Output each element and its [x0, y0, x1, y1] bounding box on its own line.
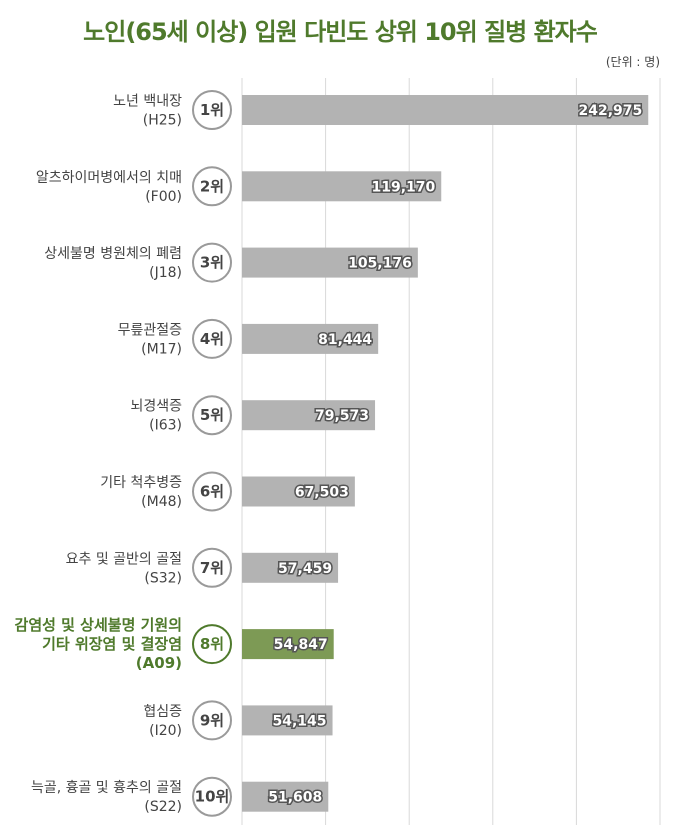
category-label: 기타 위장염 및 결장염: [42, 635, 182, 653]
rank-label: 9위: [200, 711, 224, 729]
bar: [242, 476, 355, 507]
category-label: 요추 및 골반의 골절: [66, 551, 182, 567]
category-label: 상세불명 병원체의 폐렴: [44, 246, 182, 262]
chart-title: 노인(65세 이상) 입원 다빈도 상위 10위 질병 환자수: [83, 18, 598, 46]
rank-label: 5위: [200, 406, 224, 424]
value-label: 57,459: [278, 561, 332, 577]
category-code: (J18): [149, 265, 182, 281]
category-code: (F00): [145, 189, 182, 205]
unit-note: (단위 : 명): [605, 55, 660, 69]
bar: [242, 552, 339, 583]
rank-label: 3위: [200, 254, 224, 272]
category-code: (S22): [144, 799, 182, 815]
rank-badge: [192, 395, 232, 436]
bar: [242, 323, 379, 354]
rank-label: 4위: [200, 330, 224, 348]
rank-badge: [192, 471, 232, 512]
bar: [242, 400, 376, 431]
bar: [242, 171, 442, 202]
bar: [242, 705, 333, 736]
rank-label: 6위: [200, 483, 224, 501]
category-label: 감염성 및 상세불명 기원의: [15, 616, 182, 634]
category-label: 무릎관절증: [118, 322, 183, 338]
rank-badge: [192, 776, 232, 817]
value-label: 51,608: [268, 790, 322, 806]
value-label: 67,503: [295, 485, 349, 501]
value-label: 79,573: [315, 408, 369, 424]
rank-label: 1위: [200, 101, 224, 119]
category-label: 알츠하이머병에서의 치매: [36, 170, 182, 186]
rank-label: 2위: [200, 177, 224, 195]
category-label: 협심증: [143, 704, 182, 720]
rank-badge: [192, 700, 232, 741]
category-code: (S32): [144, 570, 182, 586]
category-code: (I63): [149, 418, 182, 434]
value-label: 119,170: [371, 179, 435, 195]
rank-badge: [192, 318, 232, 359]
category-label: 뇌경색증: [130, 399, 182, 415]
category-label: 기타 척추병증: [100, 475, 182, 491]
rank-label: 10위: [195, 788, 230, 806]
rank-label: 7위: [200, 559, 224, 577]
rank-badge: [192, 547, 232, 588]
category-label: 늑골, 흉골 및 흉추의 골절: [31, 780, 182, 796]
rank-badge: [192, 166, 232, 207]
bar: [242, 629, 334, 660]
category-code: (M17): [141, 341, 182, 357]
value-label: 54,847: [274, 637, 328, 653]
value-label: 81,444: [318, 332, 372, 348]
bar: [242, 781, 329, 812]
bar: [242, 95, 649, 125]
rank-badge: [192, 624, 232, 665]
value-label: 105,176: [348, 256, 412, 272]
category-code: (M48): [141, 494, 182, 510]
category-code: (I20): [149, 723, 182, 739]
rank-label: 8위: [200, 635, 224, 653]
rank-badge: [192, 90, 232, 130]
rank-badge: [192, 242, 232, 283]
category-code: (H25): [143, 113, 182, 129]
value-label: 242,975: [578, 103, 642, 119]
category-code: (A09): [136, 654, 182, 672]
bar: [242, 247, 418, 278]
category-label: 노년 백내장: [113, 94, 182, 110]
value-label: 54,145: [272, 713, 326, 729]
